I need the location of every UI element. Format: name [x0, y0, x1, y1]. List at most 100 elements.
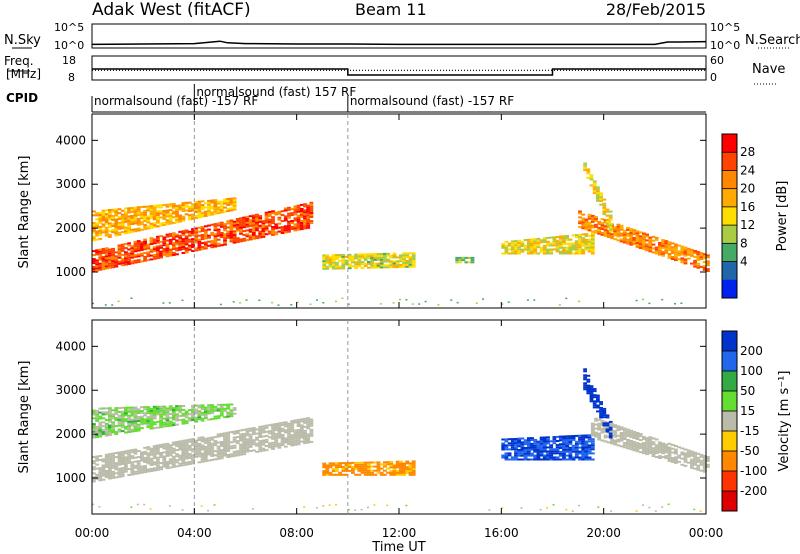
data-cell — [274, 445, 279, 448]
data-cell — [255, 438, 259, 441]
data-cell — [162, 251, 167, 254]
data-cell — [200, 411, 205, 414]
data-cell — [133, 214, 138, 217]
data-cell — [127, 459, 131, 462]
data-cell — [645, 447, 649, 450]
data-cell — [264, 225, 269, 228]
data-cell — [146, 448, 151, 451]
data-cell — [635, 234, 640, 237]
data-cell — [402, 252, 406, 255]
data-cell — [608, 420, 613, 423]
data-cell — [309, 430, 314, 433]
data-cell — [175, 409, 179, 412]
data-cell — [111, 464, 115, 467]
data-cell — [165, 419, 170, 422]
data-cell — [629, 243, 634, 246]
data-cell — [360, 266, 365, 269]
data-cell — [599, 194, 603, 197]
data-cell — [584, 233, 589, 236]
data-cell — [555, 444, 560, 447]
data-cell — [267, 444, 272, 447]
near-range-cell — [680, 302, 683, 304]
data-cell — [299, 214, 304, 216]
data-cell — [296, 210, 301, 213]
data-cell — [235, 220, 240, 222]
data-cell — [156, 215, 160, 218]
data-cell — [533, 446, 538, 449]
data-cell — [264, 211, 269, 214]
data-cell — [558, 435, 563, 438]
data-cell — [219, 244, 224, 247]
data-cell — [357, 257, 362, 260]
data-cell — [258, 219, 263, 221]
data-cell — [293, 421, 298, 424]
data-cell — [162, 242, 167, 245]
data-cell — [216, 228, 221, 231]
data-cell — [514, 244, 518, 247]
data-cell — [325, 265, 330, 268]
data-cell — [514, 456, 518, 459]
data-cell — [171, 451, 176, 454]
data-cell — [523, 246, 528, 249]
data-cell — [693, 263, 697, 266]
data-cell — [136, 247, 141, 250]
data-cell — [187, 216, 192, 219]
data-cell — [354, 467, 358, 470]
data-cell — [594, 216, 598, 218]
data-cell — [258, 220, 263, 223]
freq-tick-high: 18 — [62, 54, 76, 67]
data-cell — [140, 252, 144, 255]
data-cell — [667, 448, 672, 451]
data-cell — [216, 441, 221, 444]
data-cell — [255, 450, 259, 453]
data-cell — [152, 212, 157, 215]
data-cell — [229, 201, 234, 204]
data-cell — [546, 442, 550, 445]
near-range-cell — [149, 508, 152, 510]
data-cell — [127, 254, 131, 257]
data-cell — [283, 217, 288, 220]
data-cell — [264, 434, 269, 437]
data-cell — [104, 222, 109, 225]
data-cell — [194, 209, 199, 211]
data-cell — [111, 476, 115, 479]
colorbar-tick-label: 4 — [740, 255, 748, 269]
data-cell — [267, 436, 272, 439]
data-cell — [341, 259, 346, 262]
data-cell — [197, 449, 202, 452]
data-cell — [117, 457, 122, 460]
data-cell — [168, 460, 173, 463]
data-cell — [235, 241, 240, 243]
data-cell — [133, 254, 138, 256]
data-cell — [280, 228, 285, 230]
data-cell — [605, 430, 610, 433]
data-cell — [95, 224, 99, 227]
data-cell — [92, 214, 96, 217]
data-cell — [117, 475, 122, 478]
data-cell — [283, 425, 288, 428]
near-range-cell — [450, 299, 453, 301]
data-cell — [645, 247, 649, 250]
data-cell — [108, 411, 112, 414]
data-cell — [200, 406, 205, 409]
data-cell — [677, 454, 681, 457]
data-cell — [197, 248, 202, 251]
data-cell — [111, 229, 115, 231]
data-cell — [194, 237, 199, 240]
data-cell — [309, 428, 314, 431]
data-cell — [258, 444, 263, 447]
data-cell — [363, 257, 368, 260]
data-cell — [654, 444, 659, 447]
data-cell — [520, 248, 525, 251]
data-cell — [341, 255, 346, 258]
data-cell — [191, 238, 195, 241]
data-cell — [127, 427, 131, 429]
data-cell — [213, 417, 218, 420]
data-cell — [510, 438, 515, 441]
power-colorbar-cells — [722, 134, 737, 299]
data-cell — [140, 415, 144, 418]
data-cell — [162, 457, 167, 460]
data-cell — [130, 418, 135, 421]
data-cell — [130, 461, 135, 464]
data-cell — [686, 455, 691, 458]
